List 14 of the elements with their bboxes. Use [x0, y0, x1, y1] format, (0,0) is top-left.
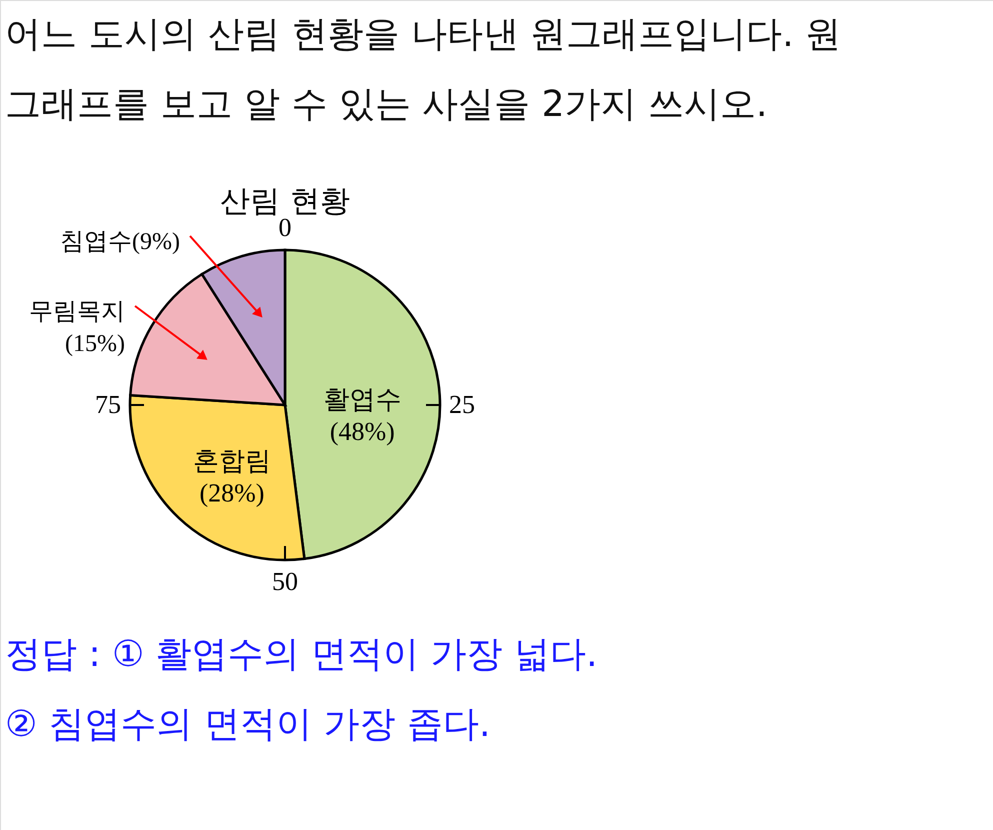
text: 정답 : ① 활엽수의 면적이 가장 넓다. — [5, 634, 598, 675]
slice-label: 혼합림 — [192, 446, 271, 476]
text: 50 — [272, 567, 298, 596]
legend-label: 활엽수 — [323, 385, 402, 414]
data-label: (15%) — [65, 331, 125, 357]
data-label: (28%) — [199, 478, 264, 508]
text: 어느 도시의 산림 현황을 나타낸 원그래프입니다. 원 — [5, 14, 842, 55]
slice-label: 무림목지 — [29, 299, 125, 325]
text: 75 — [95, 390, 121, 419]
slice-label: 침엽수(9%) — [60, 229, 180, 255]
text: 그래프를 보고 알 수 있는 사실을 2가지 쓰시오. — [5, 84, 768, 125]
data-label: (48%) — [330, 417, 395, 446]
text: ② 침엽수의 면적이 가장 좁다. — [5, 704, 490, 745]
text: 25 — [449, 390, 475, 419]
